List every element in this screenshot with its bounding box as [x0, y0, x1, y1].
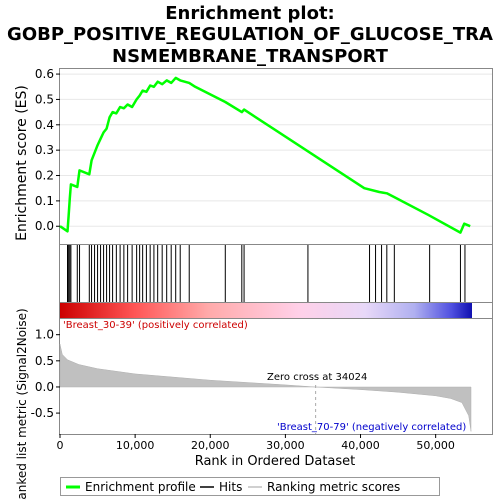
rank-color-bar — [60, 303, 472, 318]
hits-panel — [59, 244, 493, 303]
legend-label-enrichment-profile: Enrichment profile — [85, 480, 196, 494]
legend: Enrichment profile Hits Ranking metric s… — [60, 477, 440, 496]
es-y-tick-label: 0.4 — [35, 118, 54, 132]
es-plot-area — [59, 68, 493, 245]
legend-label-ranking-metric: Ranking metric scores — [267, 480, 400, 494]
chart-title-line-3: NSMEMBRANE_TRANSPORT — [112, 46, 389, 67]
es-y-tick-label: 0.6 — [35, 67, 54, 81]
chart-title-line-2: GOBP_POSITIVE_REGULATION_OF_GLUCOSE_TRA — [7, 24, 493, 45]
x-tick-label: 0 — [57, 439, 64, 452]
es-panel: 0.0 0.1 0.2 0.3 0.4 0.5 0.6 Enrichment score (… — [14, 67, 493, 245]
legend-label-hits: Hits — [219, 480, 242, 494]
es-y-tick-label: 0.0 — [35, 219, 54, 233]
es-y-axis-label: Enrichment score (ES) — [14, 85, 30, 241]
ranked-y-axis-label: Ranked list metric (Signal2Noise) — [15, 308, 29, 500]
x-tick-label: 50,000 — [416, 439, 455, 452]
enrichment-profile-line — [59, 76, 471, 234]
ranked-y-tick-label: 0.5 — [35, 354, 54, 368]
es-y-tick-label: 0.3 — [35, 143, 54, 157]
x-tick-label: 10,000 — [116, 439, 155, 452]
x-axis-label: Rank in Ordered Dataset — [195, 454, 356, 469]
ranked-y-tick-label: 0.0 — [35, 380, 54, 394]
ranked-metric-panel: -0.5 0.0 0.5 1.0 'Breast_30-39' (positively… — [15, 308, 493, 504]
chart-title-line-1: Enrichment plot: — [165, 3, 335, 24]
hits-area — [59, 244, 493, 303]
positive-correlation-label: 'Breast_30-39' (positively correlated) — [63, 320, 248, 331]
x-tick-label: 20,000 — [191, 439, 230, 452]
x-tick-label: 30,000 — [266, 439, 305, 452]
zero-cross-label: Zero cross at 34024 — [267, 372, 367, 383]
negative-correlation-label: 'Breast_70-79' (negatively correlated) — [277, 422, 466, 433]
ranked-y-tick-label: 1.0 — [35, 328, 54, 342]
x-axis: 0 10,000 20,000 30,000 40,000 50,000 — [57, 434, 455, 452]
ranked-y-tick-label: -0.5 — [31, 406, 54, 420]
es-y-tick-label: 0.2 — [35, 169, 54, 183]
x-tick-label: 40,000 — [341, 439, 380, 452]
es-y-tick-label: 0.1 — [35, 194, 54, 208]
es-y-tick-label: 0.5 — [35, 92, 54, 106]
